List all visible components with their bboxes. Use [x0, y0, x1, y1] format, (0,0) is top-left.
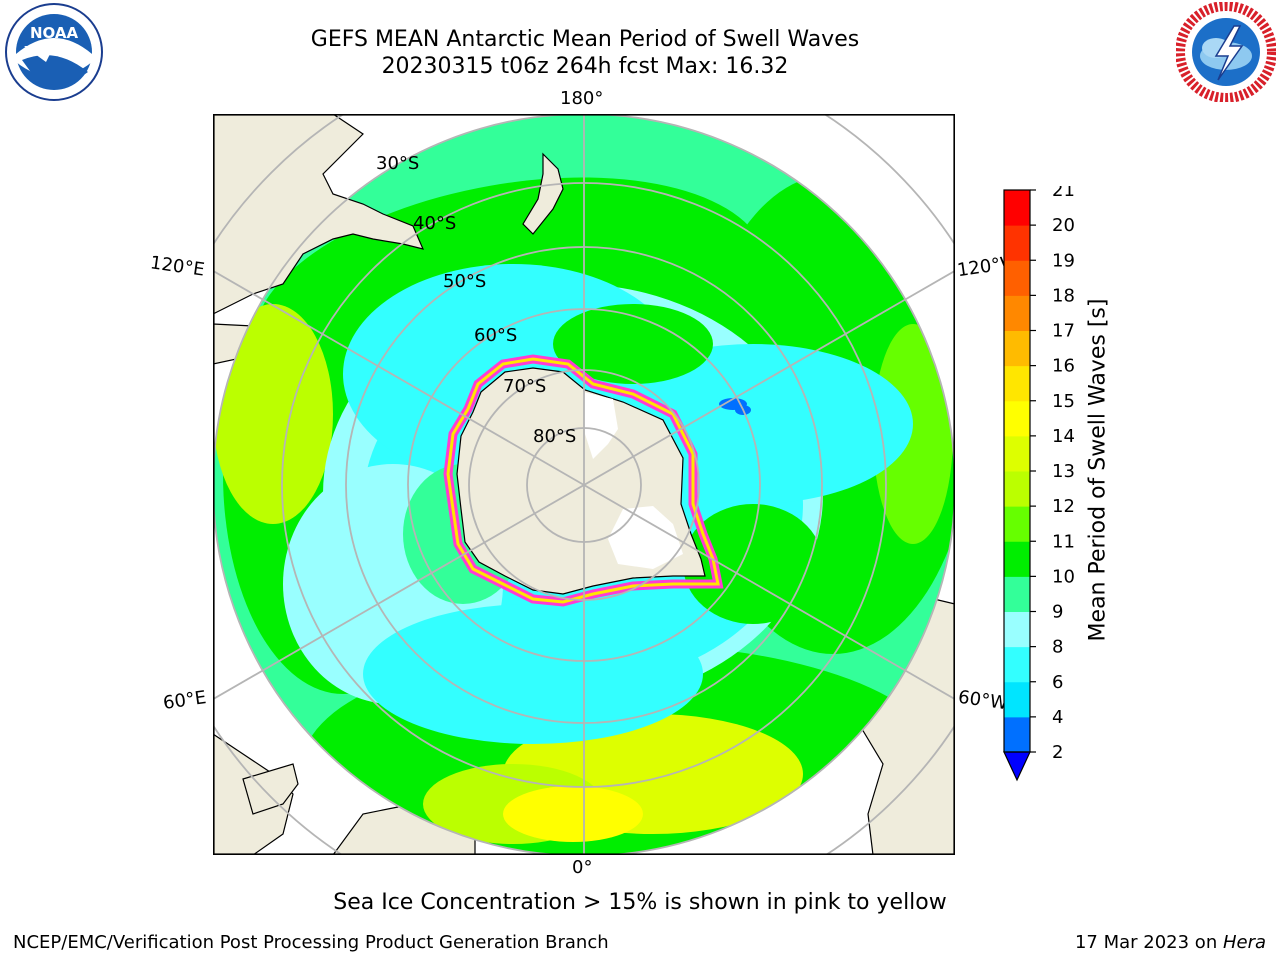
colorbar-tick-label: 17 [1052, 321, 1075, 342]
colorbar-bin [1004, 646, 1030, 683]
colorbar-tick-label: 13 [1052, 461, 1075, 482]
meridian-label-180-outer: 180° [560, 88, 604, 109]
colorbar-bin [1004, 365, 1030, 402]
colorbar-bin [1004, 576, 1030, 612]
colorbar-bin [1004, 611, 1030, 648]
colorbar-tick-label: 19 [1052, 250, 1075, 271]
noaa-logo: NOAA [5, 3, 103, 101]
meridian-label-0: 0° [572, 857, 593, 878]
oceania-land [213, 114, 564, 315]
colorbar: 2 4 6 8 9 10 11 12 13 14 15 16 17 18 19 20 21 [1003, 186, 1075, 782]
colorbar-tick-label: 15 [1052, 391, 1075, 412]
colorbar-bin [1004, 400, 1030, 437]
parallel-label-40s: 40°S [413, 213, 456, 234]
date-line: 17 Mar 2023 on Hera [1075, 932, 1266, 953]
colorbar-tick-label: 18 [1052, 285, 1075, 306]
colorbar-bin [1004, 295, 1030, 331]
colorbar-tick-label: 8 [1052, 637, 1063, 658]
parallel-label-30s: 30°S [376, 153, 419, 174]
colorbar-tick-label: 4 [1052, 707, 1063, 728]
nws-logo [1176, 2, 1276, 102]
noaa-logo-text: NOAA [30, 24, 79, 42]
parallel-label-60s: 60°S [474, 325, 517, 346]
colorbar-tick-label: 6 [1052, 672, 1063, 693]
colorbar-bin [1004, 190, 1030, 226]
meridian-label-60e: 60°E [161, 687, 208, 714]
parallel-label-70s: 70°S [503, 376, 546, 397]
colorbar-tick-label: 16 [1052, 356, 1075, 377]
colorbar-bin [1004, 471, 1030, 507]
credit-line: NCEP/EMC/Verification Post Processing Pr… [13, 932, 609, 953]
colorbar-bin [1004, 225, 1030, 261]
colorbar-tick-label: 21 [1052, 186, 1075, 201]
colorbar-extend-arrow [1003, 751, 1031, 782]
colorbar-tick-label: 20 [1052, 215, 1075, 236]
colorbar-bin [1004, 716, 1030, 753]
colorbar-tick-label: 12 [1052, 496, 1075, 517]
polar-map: 30°S 40°S 50°S 60°S 70°S 80°S [213, 114, 955, 855]
parallel-label-50s: 50°S [443, 271, 486, 292]
colorbar-bins [1004, 190, 1030, 753]
chart-title: GEFS MEAN Antarctic Mean Period of Swell… [310, 27, 860, 52]
colorbar-tick-label: 11 [1052, 531, 1075, 552]
colorbar-tick-label: 2 [1052, 742, 1063, 763]
colorbar-ticks: 2 4 6 8 9 10 11 12 13 14 15 16 17 18 19 20 21 [1030, 186, 1075, 763]
meridian-label-120e: 120°E [148, 252, 206, 281]
colorbar-tick-label: 9 [1052, 602, 1063, 623]
colorbar-label: Mean Period of Swell Waves [s] [1085, 298, 1111, 642]
sea-ice-note: Sea Ice Concentration > 15% is shown in … [333, 890, 947, 915]
date-text: 17 Mar 2023 on [1074, 932, 1223, 953]
chart-subtitle: 20230315 t06z 264h fcst Max: 16.32 [381, 54, 789, 79]
colorbar-bin [1004, 435, 1030, 472]
parallel-label-80s: 80°S [533, 426, 576, 447]
colorbar-tick-label: 10 [1052, 566, 1075, 587]
colorbar-bin [1004, 681, 1030, 718]
colorbar-bin [1004, 330, 1030, 367]
colorbar-bin [1004, 541, 1030, 577]
colorbar-bin [1004, 506, 1030, 542]
colorbar-bin [1004, 260, 1030, 296]
machine-name: Hera [1222, 932, 1266, 953]
colorbar-tick-label: 14 [1052, 426, 1075, 447]
graticule [213, 114, 955, 855]
